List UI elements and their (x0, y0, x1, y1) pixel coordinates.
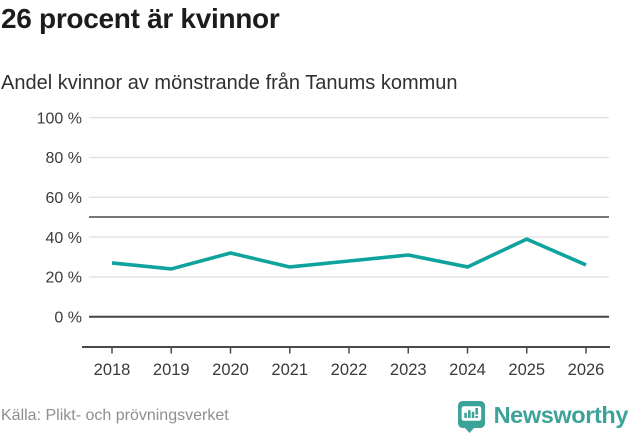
x-tick-label: 2022 (331, 361, 368, 379)
newsworthy-wordmark: Newsworthy (493, 402, 629, 428)
newsworthy-bar-chart-icon (457, 401, 485, 433)
x-tick-label: 2021 (271, 361, 308, 379)
y-tick-label: 40 % (46, 230, 82, 247)
x-tick-label: 2025 (508, 361, 545, 379)
y-tick-label: 80 % (46, 150, 82, 167)
x-tick-label: 2023 (390, 361, 427, 379)
x-axis-ticks (111, 347, 587, 354)
x-tick-label: 2026 (568, 361, 605, 379)
data-line (111, 237, 587, 271)
x-tick-label: 2020 (212, 361, 249, 379)
chart-subtitle: Andel kvinnor av mönstrande från Tanums … (1, 72, 458, 94)
newsworthy-logo: Newsworthy (457, 399, 628, 433)
x-tick-label: 2019 (153, 361, 190, 379)
x-tick-label: 2018 (94, 361, 131, 379)
x-tick-label: 2024 (449, 361, 486, 379)
y-tick-label: 100 % (37, 110, 82, 127)
y-tick-label: 0 % (54, 309, 82, 326)
line-chart: 100 % 80 % 60 % 40 % 20 % 0 % 2018 2019 … (37, 110, 610, 379)
source-note: Källa: Plikt- och prövningsverket (1, 407, 229, 424)
page-title: 26 procent är kvinnor (1, 3, 280, 34)
y-tick-label: 20 % (46, 270, 82, 287)
y-tick-label: 60 % (46, 190, 82, 207)
